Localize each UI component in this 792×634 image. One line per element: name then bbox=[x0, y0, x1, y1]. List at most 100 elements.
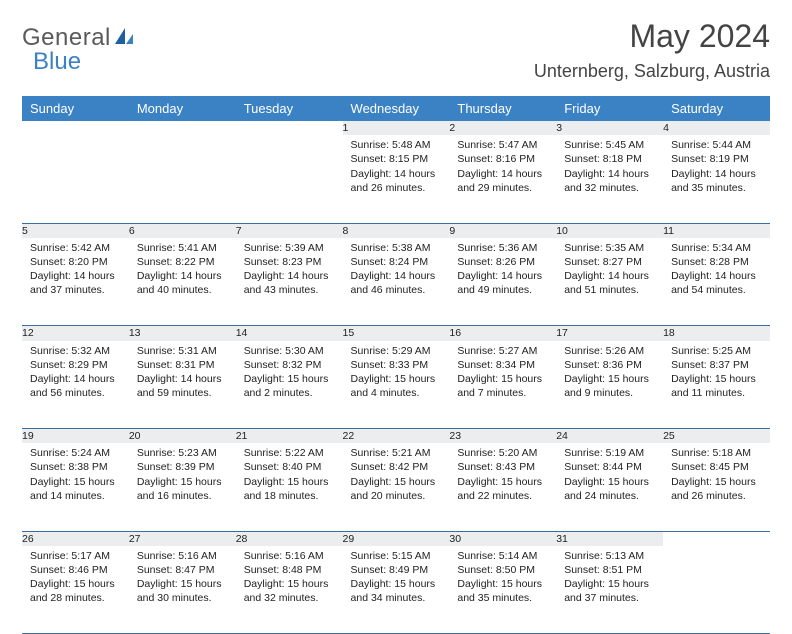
day-number: 24 bbox=[556, 429, 663, 444]
day-cell-body: Sunrise: 5:48 AMSunset: 8:15 PMDaylight:… bbox=[343, 135, 450, 199]
daynum-row: 262728293031 bbox=[22, 531, 770, 546]
day-cell-body: Sunrise: 5:45 AMSunset: 8:18 PMDaylight:… bbox=[556, 135, 663, 199]
day-cell: Sunrise: 5:17 AMSunset: 8:46 PMDaylight:… bbox=[22, 546, 129, 634]
daylight-text: Daylight: 15 hours and 35 minutes. bbox=[457, 577, 548, 605]
day-header: Friday bbox=[556, 96, 663, 121]
daylight-text: Daylight: 14 hours and 35 minutes. bbox=[671, 167, 762, 195]
day-cell: Sunrise: 5:39 AMSunset: 8:23 PMDaylight:… bbox=[236, 238, 343, 326]
day-number: 21 bbox=[236, 429, 343, 444]
day-cell: Sunrise: 5:32 AMSunset: 8:29 PMDaylight:… bbox=[22, 341, 129, 429]
day-cell-body: Sunrise: 5:19 AMSunset: 8:44 PMDaylight:… bbox=[556, 443, 663, 507]
day-cell: Sunrise: 5:48 AMSunset: 8:15 PMDaylight:… bbox=[343, 135, 450, 223]
day-number: 9 bbox=[449, 223, 556, 238]
sunrise-text: Sunrise: 5:13 AM bbox=[564, 549, 655, 563]
day-number: 12 bbox=[22, 326, 129, 341]
day-cell-body: Sunrise: 5:25 AMSunset: 8:37 PMDaylight:… bbox=[663, 341, 770, 405]
day-cell: Sunrise: 5:24 AMSunset: 8:38 PMDaylight:… bbox=[22, 443, 129, 531]
sunset-text: Sunset: 8:40 PM bbox=[244, 460, 335, 474]
day-header: Monday bbox=[129, 96, 236, 121]
week-row: Sunrise: 5:48 AMSunset: 8:15 PMDaylight:… bbox=[22, 135, 770, 223]
sunset-text: Sunset: 8:43 PM bbox=[457, 460, 548, 474]
day-header: Saturday bbox=[663, 96, 770, 121]
sunrise-text: Sunrise: 5:22 AM bbox=[244, 446, 335, 460]
day-number: 19 bbox=[22, 429, 129, 444]
day-cell: Sunrise: 5:16 AMSunset: 8:47 PMDaylight:… bbox=[129, 546, 236, 634]
day-cell: Sunrise: 5:47 AMSunset: 8:16 PMDaylight:… bbox=[449, 135, 556, 223]
day-cell: Sunrise: 5:38 AMSunset: 8:24 PMDaylight:… bbox=[343, 238, 450, 326]
calendar-head: SundayMondayTuesdayWednesdayThursdayFrid… bbox=[22, 96, 770, 121]
header: General May 2024 Unternberg, Salzburg, A… bbox=[22, 18, 770, 82]
day-cell-body: Sunrise: 5:16 AMSunset: 8:47 PMDaylight:… bbox=[129, 546, 236, 610]
day-cell bbox=[236, 135, 343, 223]
daylight-text: Daylight: 14 hours and 46 minutes. bbox=[351, 269, 442, 297]
day-number: 14 bbox=[236, 326, 343, 341]
sunrise-text: Sunrise: 5:24 AM bbox=[30, 446, 121, 460]
sunrise-text: Sunrise: 5:31 AM bbox=[137, 344, 228, 358]
sunset-text: Sunset: 8:32 PM bbox=[244, 358, 335, 372]
daylight-text: Daylight: 15 hours and 18 minutes. bbox=[244, 475, 335, 503]
sunset-text: Sunset: 8:48 PM bbox=[244, 563, 335, 577]
day-cell-body: Sunrise: 5:24 AMSunset: 8:38 PMDaylight:… bbox=[22, 443, 129, 507]
daylight-text: Daylight: 15 hours and 34 minutes. bbox=[351, 577, 442, 605]
day-cell-body: Sunrise: 5:31 AMSunset: 8:31 PMDaylight:… bbox=[129, 341, 236, 405]
day-cell-body: Sunrise: 5:41 AMSunset: 8:22 PMDaylight:… bbox=[129, 238, 236, 302]
sunrise-text: Sunrise: 5:16 AM bbox=[137, 549, 228, 563]
sunset-text: Sunset: 8:42 PM bbox=[351, 460, 442, 474]
day-number: 18 bbox=[663, 326, 770, 341]
calendar-table: SundayMondayTuesdayWednesdayThursdayFrid… bbox=[22, 96, 770, 634]
daylight-text: Daylight: 15 hours and 7 minutes. bbox=[457, 372, 548, 400]
daylight-text: Daylight: 15 hours and 4 minutes. bbox=[351, 372, 442, 400]
day-cell: Sunrise: 5:19 AMSunset: 8:44 PMDaylight:… bbox=[556, 443, 663, 531]
day-cell: Sunrise: 5:34 AMSunset: 8:28 PMDaylight:… bbox=[663, 238, 770, 326]
day-cell: Sunrise: 5:22 AMSunset: 8:40 PMDaylight:… bbox=[236, 443, 343, 531]
daylight-text: Daylight: 15 hours and 32 minutes. bbox=[244, 577, 335, 605]
sunset-text: Sunset: 8:16 PM bbox=[457, 152, 548, 166]
sunrise-text: Sunrise: 5:48 AM bbox=[351, 138, 442, 152]
day-number: 23 bbox=[449, 429, 556, 444]
day-cell: Sunrise: 5:14 AMSunset: 8:50 PMDaylight:… bbox=[449, 546, 556, 634]
sunrise-text: Sunrise: 5:21 AM bbox=[351, 446, 442, 460]
sunrise-text: Sunrise: 5:47 AM bbox=[457, 138, 548, 152]
day-number: 25 bbox=[663, 429, 770, 444]
sunset-text: Sunset: 8:31 PM bbox=[137, 358, 228, 372]
sunset-text: Sunset: 8:36 PM bbox=[564, 358, 655, 372]
week-row: Sunrise: 5:32 AMSunset: 8:29 PMDaylight:… bbox=[22, 341, 770, 429]
day-number: 16 bbox=[449, 326, 556, 341]
day-cell-body: Sunrise: 5:13 AMSunset: 8:51 PMDaylight:… bbox=[556, 546, 663, 610]
day-cell: Sunrise: 5:23 AMSunset: 8:39 PMDaylight:… bbox=[129, 443, 236, 531]
sunset-text: Sunset: 8:27 PM bbox=[564, 255, 655, 269]
daylight-text: Daylight: 15 hours and 37 minutes. bbox=[564, 577, 655, 605]
sunset-text: Sunset: 8:19 PM bbox=[671, 152, 762, 166]
sunset-text: Sunset: 8:37 PM bbox=[671, 358, 762, 372]
sunset-text: Sunset: 8:51 PM bbox=[564, 563, 655, 577]
daylight-text: Daylight: 14 hours and 26 minutes. bbox=[351, 167, 442, 195]
sunrise-text: Sunrise: 5:16 AM bbox=[244, 549, 335, 563]
sunset-text: Sunset: 8:45 PM bbox=[671, 460, 762, 474]
logo-text-blue: Blue bbox=[33, 48, 81, 75]
sunrise-text: Sunrise: 5:18 AM bbox=[671, 446, 762, 460]
day-number: 20 bbox=[129, 429, 236, 444]
day-header: Sunday bbox=[22, 96, 129, 121]
day-cell-body: Sunrise: 5:26 AMSunset: 8:36 PMDaylight:… bbox=[556, 341, 663, 405]
daylight-text: Daylight: 14 hours and 29 minutes. bbox=[457, 167, 548, 195]
day-cell-body: Sunrise: 5:39 AMSunset: 8:23 PMDaylight:… bbox=[236, 238, 343, 302]
day-cell: Sunrise: 5:29 AMSunset: 8:33 PMDaylight:… bbox=[343, 341, 450, 429]
sunset-text: Sunset: 8:18 PM bbox=[564, 152, 655, 166]
empty-cell bbox=[22, 121, 129, 135]
day-number: 8 bbox=[343, 223, 450, 238]
daylight-text: Daylight: 14 hours and 49 minutes. bbox=[457, 269, 548, 297]
daynum-row: 1234 bbox=[22, 121, 770, 135]
daylight-text: Daylight: 15 hours and 11 minutes. bbox=[671, 372, 762, 400]
sunset-text: Sunset: 8:22 PM bbox=[137, 255, 228, 269]
day-cell bbox=[22, 135, 129, 223]
day-cell bbox=[129, 135, 236, 223]
sunrise-text: Sunrise: 5:32 AM bbox=[30, 344, 121, 358]
daylight-text: Daylight: 14 hours and 51 minutes. bbox=[564, 269, 655, 297]
day-header: Thursday bbox=[449, 96, 556, 121]
day-number: 30 bbox=[449, 531, 556, 546]
day-cell-body: Sunrise: 5:14 AMSunset: 8:50 PMDaylight:… bbox=[449, 546, 556, 610]
sunrise-text: Sunrise: 5:27 AM bbox=[457, 344, 548, 358]
day-number: 13 bbox=[129, 326, 236, 341]
daylight-text: Daylight: 15 hours and 9 minutes. bbox=[564, 372, 655, 400]
day-cell: Sunrise: 5:13 AMSunset: 8:51 PMDaylight:… bbox=[556, 546, 663, 634]
